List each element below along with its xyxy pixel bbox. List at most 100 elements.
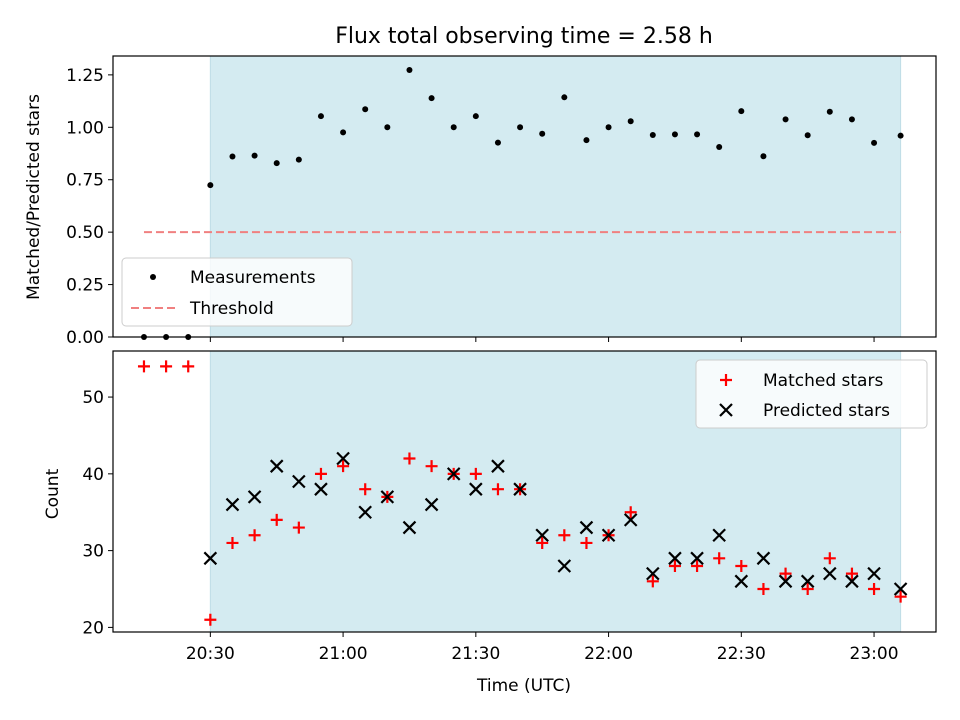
matched-star-point bbox=[735, 559, 748, 572]
matched-star-point bbox=[204, 613, 217, 626]
legend-predicted-label: Predicted stars bbox=[763, 401, 890, 421]
measurement-point bbox=[871, 139, 878, 146]
matched-star-point bbox=[536, 536, 549, 549]
predicted-star-point bbox=[845, 574, 859, 589]
predicted-star-point bbox=[358, 505, 372, 520]
top-axes-frame bbox=[112, 55, 937, 338]
top-legend: Measurements Threshold bbox=[121, 257, 353, 327]
measurement-point bbox=[694, 131, 701, 138]
matched-star-point bbox=[801, 583, 814, 596]
matched-star-point bbox=[226, 536, 239, 549]
measurement-point bbox=[384, 124, 391, 131]
predicted-star-point bbox=[269, 459, 284, 473]
measurement-point bbox=[494, 139, 501, 146]
measurement-point bbox=[317, 113, 324, 120]
measurement-point bbox=[671, 131, 678, 138]
y-tick-label: 50 bbox=[82, 388, 104, 408]
measurement-point bbox=[295, 156, 302, 163]
measurement-point bbox=[340, 129, 347, 136]
predicted-star-point bbox=[823, 566, 837, 581]
measurement-point bbox=[561, 94, 568, 101]
measurement-point bbox=[472, 113, 479, 120]
predicted-star-point bbox=[557, 559, 572, 573]
matched-star-point bbox=[894, 590, 907, 603]
predicted-star-point bbox=[690, 551, 704, 566]
matched-star-point bbox=[624, 506, 637, 519]
predicted-star-point bbox=[513, 482, 527, 496]
x-tick-label: 20:30 bbox=[186, 644, 235, 664]
matched-star-point bbox=[646, 575, 659, 588]
measurement-point bbox=[583, 137, 590, 144]
legend-measurements-label: Measurements bbox=[190, 268, 316, 288]
predicted-star-point bbox=[424, 497, 439, 512]
matched-star-point bbox=[757, 583, 770, 596]
measurement-point bbox=[428, 95, 435, 102]
predicted-star-point bbox=[756, 551, 771, 566]
matched-star-point bbox=[779, 567, 792, 580]
predicted-star-point bbox=[800, 574, 815, 589]
bottom-panel: 20 30 40 50 20:30 21:00 21:30 22:00 22:30 23:00 Ma… bbox=[82, 350, 937, 664]
matched-star-point bbox=[248, 529, 261, 542]
y-tick-label: 0.50 bbox=[66, 223, 104, 243]
chart-title: Flux total observing time = 2.58 h bbox=[335, 24, 713, 49]
legend-predicted-marker bbox=[719, 403, 733, 417]
predicted-star-point bbox=[314, 482, 328, 496]
matched-star-point bbox=[137, 360, 150, 373]
y-tick-label: 0.25 bbox=[66, 276, 104, 296]
measurement-point bbox=[251, 152, 258, 159]
matched-star-point bbox=[469, 467, 482, 480]
predicted-star-point bbox=[712, 528, 726, 543]
predicted-star-point bbox=[380, 490, 395, 504]
matched-star-point bbox=[403, 452, 416, 465]
x-tick-label: 23:00 bbox=[850, 644, 899, 664]
matched-star-point bbox=[491, 483, 504, 496]
measurement-point bbox=[517, 124, 524, 131]
matched-star-point bbox=[823, 552, 836, 565]
matched-star-point bbox=[359, 483, 372, 496]
matched-star-point bbox=[182, 360, 195, 373]
predicted-star-point bbox=[225, 497, 240, 512]
legend-matched-label: Matched stars bbox=[763, 371, 883, 391]
measurement-point bbox=[716, 144, 723, 151]
matched-star-point bbox=[558, 529, 571, 542]
predicted-star-point bbox=[203, 551, 218, 566]
matched-star-point bbox=[845, 567, 858, 580]
measurement-point bbox=[605, 124, 612, 131]
matched-star-point bbox=[691, 559, 704, 572]
measurement-point bbox=[406, 67, 413, 74]
predicted-star-point bbox=[336, 451, 350, 466]
bottom-y-axis-label: Count bbox=[43, 468, 63, 519]
measurement-point bbox=[897, 132, 904, 139]
matched-star-point bbox=[580, 536, 593, 549]
y-tick-label: 1.00 bbox=[66, 118, 104, 138]
matched-star-point bbox=[314, 467, 327, 480]
predicted-star-point bbox=[292, 474, 306, 489]
matched-star-point bbox=[270, 513, 283, 526]
measurement-point bbox=[804, 132, 811, 139]
x-tick-label: 22:30 bbox=[717, 644, 766, 664]
predicted-star-point bbox=[668, 551, 682, 566]
predicted-star-point bbox=[402, 520, 417, 535]
measurement-point bbox=[450, 124, 457, 131]
predicted-star-point bbox=[469, 482, 483, 496]
predicted-star-point bbox=[601, 528, 616, 543]
measurement-point bbox=[826, 108, 833, 115]
matched-star-point bbox=[292, 521, 305, 534]
legend-frame bbox=[695, 359, 928, 429]
predicted-star-point bbox=[579, 520, 594, 535]
legend-frame bbox=[121, 257, 353, 327]
measurement-point bbox=[782, 116, 789, 123]
matched-star-point bbox=[337, 460, 350, 473]
predicted-star-point bbox=[734, 574, 749, 589]
bottom-axes-frame bbox=[112, 350, 937, 633]
x-tick-label: 21:00 bbox=[319, 644, 368, 664]
predicted-star-point bbox=[446, 467, 461, 481]
measurement-point bbox=[273, 160, 280, 167]
measurement-point bbox=[207, 182, 214, 189]
top-y-axis-label: Matched/Predicted stars bbox=[24, 94, 44, 300]
predicted-star-point bbox=[778, 574, 793, 589]
measurement-point bbox=[649, 132, 656, 139]
measurement-point bbox=[848, 116, 855, 123]
predicted-star-point bbox=[893, 582, 908, 596]
